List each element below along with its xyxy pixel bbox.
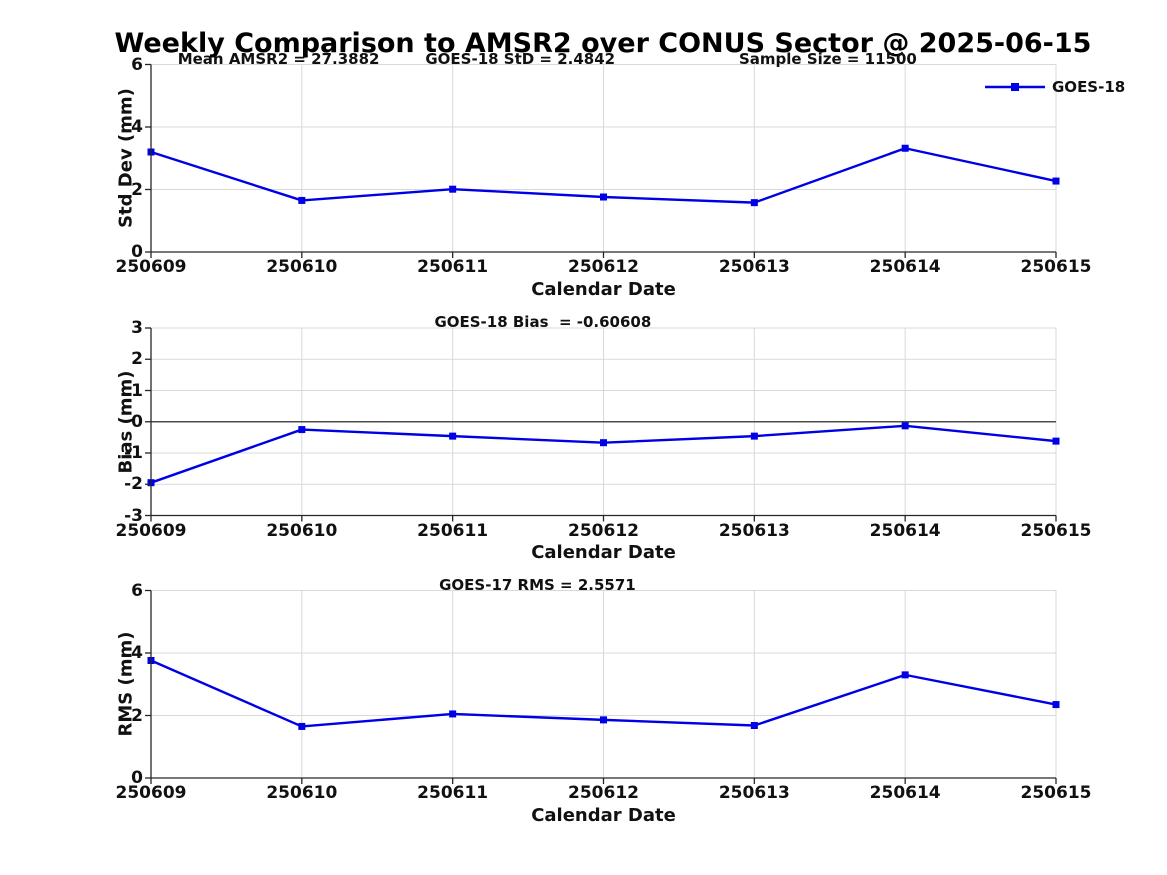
plot-rms-series-marker: [901, 671, 909, 679]
plot-bias-y-tick-label: 2: [131, 349, 143, 370]
plot-bias-series-marker: [750, 432, 758, 440]
plot-std-dev-series-marker: [750, 199, 758, 207]
plot-rms-y-tick-label: 2: [131, 705, 143, 726]
plot-bias-x-tick-label: 250613: [718, 520, 790, 541]
plot-std-dev-x-tick-label: 250609: [115, 257, 187, 277]
plot-bias-y-tick-label: 1: [131, 380, 143, 401]
plot-bias-x-tick-label: 250609: [115, 520, 187, 541]
plot-std-dev-x-axis-label: Calendar Date: [531, 278, 676, 300]
plot-rms-x-axis-label: Calendar Date: [531, 804, 676, 826]
plot-std-dev-stat-annotation: GOES-18 StD = 2.4842: [425, 49, 616, 68]
plot-bias-x-tick-label: 250610: [266, 520, 338, 541]
plot-rms-series-marker: [750, 722, 758, 729]
plot-std-dev-series-marker: [600, 193, 607, 201]
plot-bias-stat-annotation: GOES-18 Bias = -0.60608: [434, 313, 652, 331]
plot-rms-x-tick-label: 250615: [1020, 783, 1092, 803]
plot-bias-series-marker: [901, 422, 909, 430]
plot-bias-y-tick-label: 3: [131, 318, 143, 338]
plot-bias-y-tick-label: -1: [124, 443, 143, 463]
plot-rms-x-tick-label: 250609: [115, 783, 187, 803]
plot-bias-y-tick-label: -3: [124, 505, 143, 526]
plot-std-dev-x-tick-label: 250610: [266, 257, 338, 277]
plot-rms-series-marker: [1052, 701, 1060, 709]
plot-std-dev-series-marker: [449, 185, 457, 193]
plot-bias-series-marker: [298, 426, 306, 434]
plot-rms-x-tick-label: 250613: [718, 783, 790, 803]
plot-bias-y-tick-label: -2: [124, 474, 143, 495]
plot-std-dev-y-tick-label: 4: [131, 117, 143, 137]
plot-std-dev-x-tick-label: 250611: [417, 257, 489, 277]
plot-bias-y-axis-label: Bias (mm): [115, 370, 137, 474]
plot-bias-series-marker: [1052, 437, 1060, 445]
plot-rms-y-tick-label: 6: [131, 580, 143, 601]
plot-bias-x-tick-label: 250614: [869, 520, 941, 541]
plot-std-dev-series-marker: [298, 196, 306, 204]
plot-std-dev-y-tick-label: 2: [131, 179, 143, 200]
plot-std-dev-y-tick-label: 0: [131, 242, 143, 262]
chart-title: Weekly Comparison to AMSR2 over CONUS Se…: [114, 28, 1092, 59]
legend: GOES-18: [984, 78, 1125, 96]
plot-rms-y-tick-label: 4: [131, 643, 143, 663]
plot-bias-x-tick-label: 250615: [1020, 520, 1092, 541]
plot-bias-x-tick-label: 250611: [417, 520, 489, 541]
plot-rms-y-tick-label: 0: [131, 768, 143, 788]
plot-std-dev-x-tick-label: 250613: [718, 257, 790, 277]
plot-bias-y-tick-label: 0: [131, 411, 143, 432]
plot-bias-series-marker: [449, 432, 457, 440]
plot-std-dev-stat-annotation: Sample Size = 11500: [738, 49, 917, 68]
plot-rms-series-marker: [600, 716, 607, 724]
plot-std-dev-series-marker: [901, 144, 909, 152]
plot-bias-x-tick-label: 250612: [568, 520, 639, 541]
legend-label: GOES-18: [1052, 78, 1126, 96]
plot-std-dev-y-tick-label: 6: [131, 54, 143, 75]
plot-std-dev-stat-annotation: Mean AMSR2 = 27.3882: [177, 49, 380, 68]
plot-bias-x-axis-label: Calendar Date: [531, 542, 676, 563]
plot-rms-x-tick-label: 250614: [869, 783, 941, 803]
plot-rms-x-tick-label: 250611: [417, 783, 489, 803]
plot-std-dev-y-axis-label: Std Dev (mm): [115, 88, 137, 229]
plot-std-dev-x-tick-label: 250612: [568, 257, 639, 277]
plot-rms-x-tick-label: 250610: [266, 783, 338, 803]
plot-rms-x-tick-label: 250612: [568, 783, 639, 803]
plot-rms-stat-annotation: GOES-17 RMS = 2.5571: [439, 575, 636, 594]
plot-std-dev-x-tick-label: 250615: [1020, 257, 1092, 277]
legend-line-icon: [985, 83, 1045, 91]
plot-std-dev-x-tick-label: 250614: [869, 257, 941, 277]
plot-std-dev-series-marker: [1052, 177, 1060, 185]
plot-rms-y-axis-label: RMS (mm): [115, 631, 137, 737]
plot-bias-series-marker: [600, 439, 607, 447]
plot-rms-series-marker: [298, 722, 306, 730]
plot-rms-series-marker: [449, 710, 457, 718]
